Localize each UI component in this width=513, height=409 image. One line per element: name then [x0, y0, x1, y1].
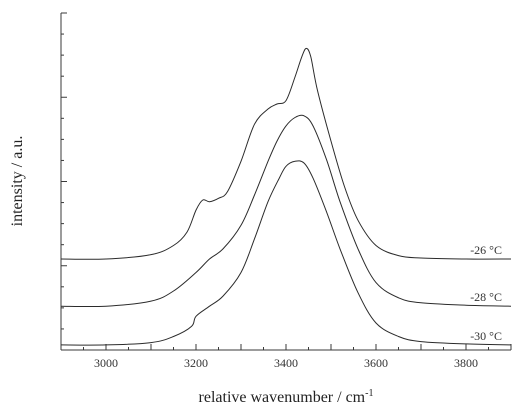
series-labels: -26 °C -28 °C -30 °C	[470, 243, 502, 343]
y-axis-title: intensity / a.u.	[9, 136, 26, 227]
axes	[60, 13, 511, 351]
series-group	[60, 47, 512, 346]
x-tick-label: 3000	[94, 356, 118, 370]
series-line-0	[60, 47, 512, 260]
series-label-1: -28 °C	[470, 290, 502, 304]
series-line-1	[60, 114, 512, 308]
y-ticks	[61, 12, 67, 351]
x-tick-label: 3800	[454, 356, 478, 370]
series-label-0: -26 °C	[470, 243, 502, 257]
x-tick-label: 3600	[364, 356, 388, 370]
x-ticks: 3000 3200 3400 3600 3800	[60, 344, 512, 370]
x-tick-label: 3400	[274, 356, 298, 370]
series-line-2	[60, 160, 512, 346]
x-axis-title: relative wavenumber / cm-1	[199, 388, 374, 406]
x-tick-label: 3200	[184, 356, 208, 370]
series-label-2: -30 °C	[470, 329, 502, 343]
